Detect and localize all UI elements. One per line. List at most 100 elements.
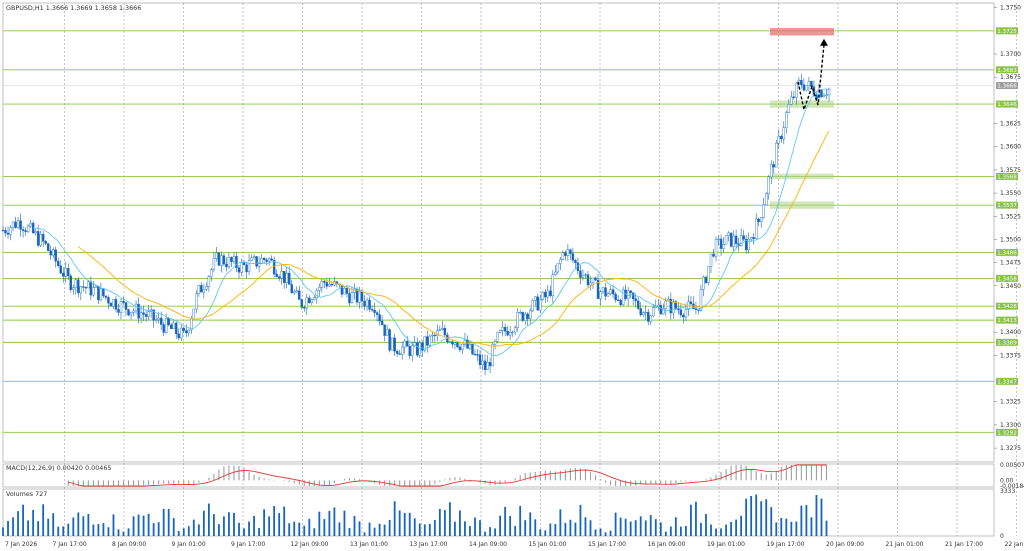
volume-bar bbox=[755, 494, 758, 536]
candle bbox=[702, 276, 705, 290]
volume-bar bbox=[162, 508, 165, 536]
volume-bar bbox=[780, 517, 783, 536]
time-label: 9 Jan 01:00 bbox=[172, 541, 206, 548]
candle bbox=[581, 275, 585, 278]
candle bbox=[805, 85, 808, 91]
main-pane[interactable] bbox=[2, 2, 995, 463]
candle bbox=[433, 334, 437, 337]
candle bbox=[471, 344, 474, 355]
candle bbox=[129, 312, 133, 316]
candle bbox=[631, 292, 635, 300]
volume-bar bbox=[750, 495, 753, 536]
candle bbox=[74, 279, 78, 288]
candle bbox=[310, 299, 314, 304]
candle bbox=[684, 309, 688, 318]
candle bbox=[802, 84, 806, 91]
candle bbox=[102, 288, 105, 297]
volume-bar bbox=[192, 519, 195, 536]
candle bbox=[714, 239, 718, 257]
candle bbox=[365, 299, 369, 307]
volume-bar bbox=[479, 520, 481, 536]
candle bbox=[288, 272, 291, 285]
candle bbox=[77, 279, 80, 294]
candle bbox=[119, 301, 123, 313]
level-label: 1.3486 bbox=[997, 250, 1017, 256]
volume-bar bbox=[107, 527, 110, 536]
candle bbox=[84, 287, 88, 289]
volume-bar bbox=[313, 528, 316, 536]
volume-bar bbox=[132, 516, 135, 536]
volume-bar bbox=[37, 521, 40, 536]
volume-label: Volumes 727 bbox=[6, 490, 47, 498]
macd-tick-label: -0.00184 bbox=[1000, 483, 1024, 490]
volume-bar bbox=[499, 515, 502, 536]
volume-bar bbox=[524, 520, 527, 536]
candle bbox=[649, 315, 652, 322]
candle bbox=[114, 299, 118, 310]
volume-bar bbox=[122, 531, 125, 536]
candle bbox=[164, 318, 168, 333]
volume-bar bbox=[634, 520, 637, 536]
candle bbox=[476, 354, 479, 356]
candle bbox=[49, 250, 52, 256]
candle bbox=[325, 282, 329, 287]
volume-bar bbox=[172, 518, 175, 536]
time-label: 20 Jan 09:00 bbox=[826, 541, 864, 548]
candle bbox=[21, 229, 25, 231]
volume-bar bbox=[2, 527, 4, 536]
time-label: 16 Jan 09:00 bbox=[648, 541, 686, 548]
candle bbox=[134, 303, 138, 312]
candle bbox=[270, 258, 273, 261]
candle bbox=[220, 255, 223, 266]
volume-bar bbox=[388, 519, 391, 536]
candle bbox=[712, 253, 715, 257]
candle bbox=[639, 308, 642, 315]
candle bbox=[172, 322, 175, 329]
candle bbox=[609, 289, 612, 294]
candle bbox=[524, 313, 527, 321]
volume-bar bbox=[27, 520, 30, 536]
macd-pane[interactable] bbox=[2, 463, 995, 488]
candle bbox=[596, 279, 600, 299]
level-label: 1.3683 bbox=[997, 68, 1017, 74]
candle bbox=[599, 291, 602, 299]
candle bbox=[328, 284, 331, 287]
candle bbox=[586, 274, 590, 286]
level-label: 1.3292 bbox=[997, 430, 1017, 436]
level-label: 1.3428 bbox=[997, 304, 1017, 310]
volume-bar bbox=[825, 520, 828, 536]
candle bbox=[674, 301, 678, 309]
candle bbox=[192, 308, 196, 320]
level-label: 1.3725 bbox=[997, 29, 1017, 35]
volume-bar bbox=[760, 501, 763, 536]
candle bbox=[26, 225, 30, 232]
candle bbox=[770, 164, 773, 178]
volume-bar bbox=[263, 509, 266, 536]
volume-bar bbox=[584, 517, 587, 536]
candle bbox=[571, 253, 575, 261]
candle bbox=[473, 353, 477, 356]
volume-bar bbox=[504, 506, 507, 536]
volume-bar bbox=[609, 530, 612, 536]
candle bbox=[488, 362, 492, 367]
candle bbox=[24, 230, 27, 232]
volume-bar bbox=[684, 525, 687, 536]
candle bbox=[34, 231, 37, 234]
volume-bar bbox=[589, 520, 592, 536]
volume-bar bbox=[433, 520, 436, 536]
level-badge bbox=[996, 428, 1018, 436]
volume-bar bbox=[278, 513, 281, 536]
volume-bar bbox=[142, 515, 145, 536]
volume-bar bbox=[820, 498, 823, 536]
candle bbox=[175, 322, 178, 335]
candle bbox=[722, 244, 725, 249]
volume-bar bbox=[47, 518, 50, 536]
candle bbox=[202, 289, 206, 293]
volume-bar bbox=[77, 512, 80, 536]
candle bbox=[353, 288, 356, 293]
volume-pane[interactable] bbox=[2, 488, 995, 537]
candle bbox=[659, 305, 662, 315]
candle bbox=[139, 312, 143, 319]
